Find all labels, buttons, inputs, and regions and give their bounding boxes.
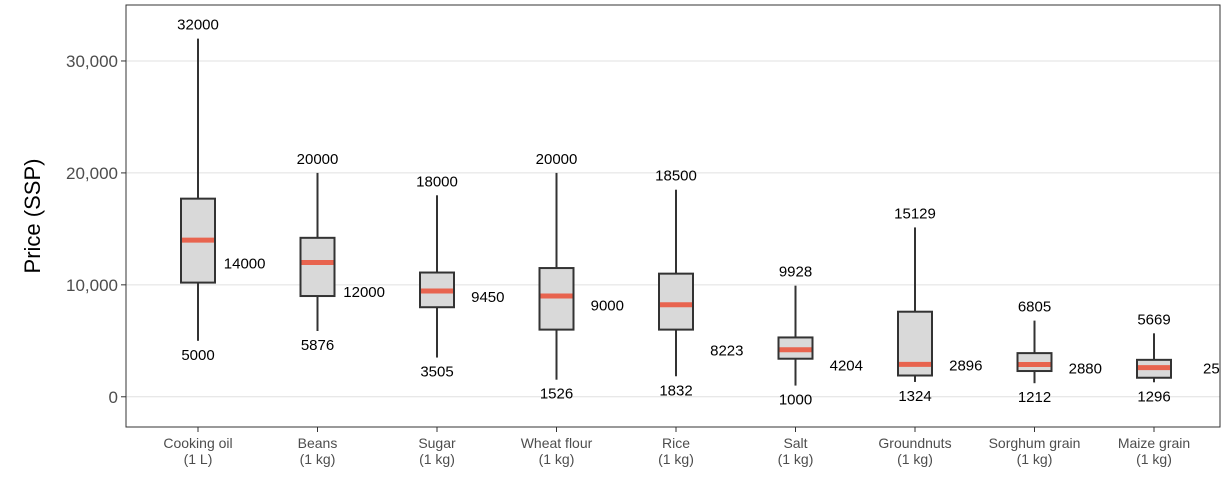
max-value-label: 20000 — [536, 151, 578, 168]
box — [538, 267, 575, 331]
x-category-label: Sugar — [418, 435, 456, 451]
side-value-label: 12000 — [343, 284, 385, 301]
max-value-label: 5669 — [1137, 311, 1170, 328]
y-tick-label: 10,000 — [66, 276, 118, 295]
side-value-label: 9450 — [471, 289, 504, 306]
x-category-label: Rice — [662, 435, 690, 451]
min-value-label: 1526 — [540, 386, 573, 403]
min-value-label: 5876 — [301, 337, 334, 354]
side-value-label: 2880 — [1069, 361, 1102, 378]
box — [299, 236, 336, 298]
min-value-label: 1296 — [1137, 388, 1170, 405]
x-category-unit: (1 kg) — [300, 451, 336, 467]
side-value-label: 4204 — [830, 357, 863, 374]
min-value-label: 1832 — [659, 382, 692, 399]
x-category-label: Maize grain — [1118, 435, 1190, 451]
x-category-label: Sorghum grain — [989, 435, 1081, 451]
max-value-label: 15129 — [894, 205, 936, 222]
y-tick-label: 0 — [109, 388, 118, 407]
min-value-label: 3505 — [420, 364, 453, 381]
x-category-unit: (1 kg) — [1017, 451, 1053, 467]
side-value-label: 8223 — [710, 343, 743, 360]
side-value-label: 9000 — [591, 298, 624, 315]
max-value-label: 9928 — [779, 264, 812, 281]
max-value-label: 20000 — [297, 151, 339, 168]
x-category-label: Salt — [783, 435, 807, 451]
min-value-label: 1000 — [779, 392, 812, 409]
y-tick-label: 20,000 — [66, 164, 118, 183]
min-value-label: 1324 — [898, 388, 931, 405]
x-category-unit: (1 kg) — [778, 451, 814, 467]
side-value-label: 2896 — [949, 358, 982, 375]
x-category-label: Wheat flour — [521, 435, 593, 451]
x-category-unit: (1 kg) — [658, 451, 694, 467]
x-category-label: Beans — [298, 435, 338, 451]
x-category-label: Cooking oil — [163, 435, 232, 451]
max-value-label: 18000 — [416, 173, 458, 190]
x-category-unit: (1 kg) — [1136, 451, 1172, 467]
plot-panel-border — [125, 4, 1221, 428]
side-value-label: 14000 — [224, 255, 266, 272]
x-category-unit: (1 L) — [184, 451, 213, 467]
x-category-unit: (1 kg) — [539, 451, 575, 467]
box — [658, 272, 694, 331]
max-value-label: 6805 — [1018, 299, 1051, 316]
x-category-label: Groundnuts — [878, 435, 951, 451]
x-category-unit: (1 kg) — [897, 451, 933, 467]
overflow-value-label: 25 — [1203, 361, 1220, 378]
max-value-label: 18500 — [655, 168, 697, 185]
x-category-unit: (1 kg) — [419, 451, 455, 467]
y-axis-title: Price (SSP) — [20, 159, 45, 274]
y-tick-label: 30,000 — [66, 52, 118, 71]
min-value-label: 5000 — [181, 347, 214, 364]
max-value-label: 32000 — [177, 17, 219, 34]
min-value-label: 1212 — [1018, 389, 1051, 406]
